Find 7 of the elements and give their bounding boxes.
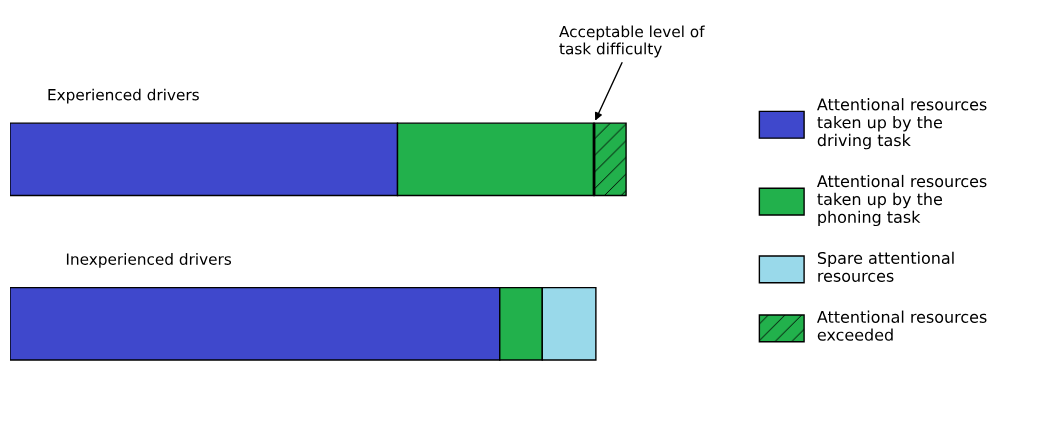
y-tick-label: Inexperienced drivers xyxy=(66,253,232,268)
y-tick-label: Experienced drivers xyxy=(48,88,199,104)
legend-label: Attentional resources taken up by the phoning task xyxy=(817,174,987,227)
legend-label: Spare attentional resources xyxy=(817,251,954,282)
legend-label: Attentional resources exceeded xyxy=(817,310,987,341)
ref-line-label: Acceptable level of task difficulty xyxy=(559,25,705,58)
legend-label: Attentional resources taken up by the driving task xyxy=(817,98,987,150)
